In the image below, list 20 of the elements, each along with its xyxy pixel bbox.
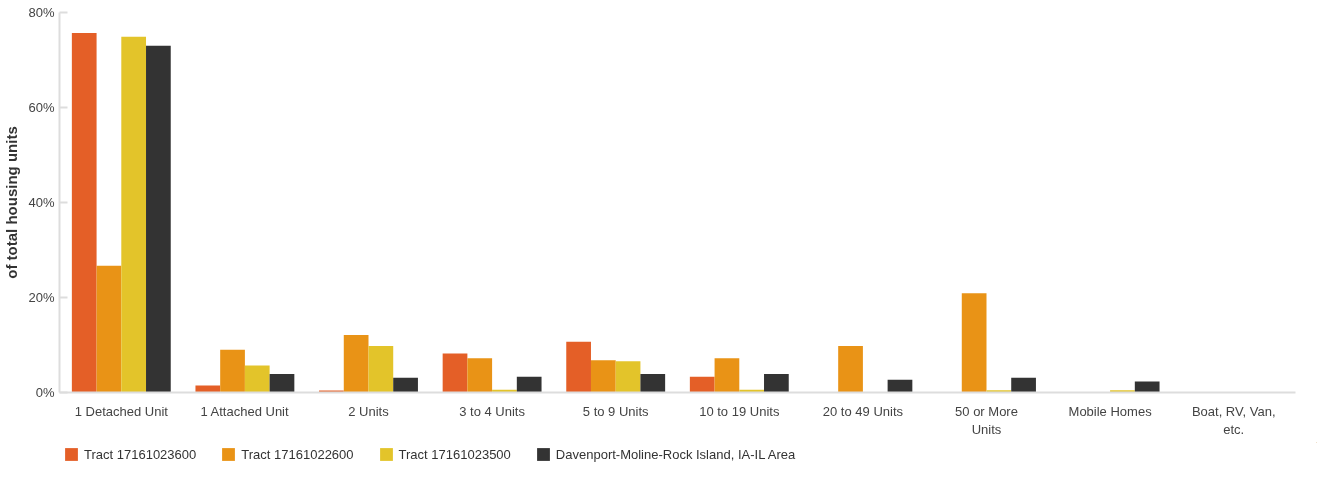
y-tick-label: 0% — [35, 385, 55, 400]
x-tick-label: 1 Detached Unit — [74, 403, 169, 419]
y-axis-title: of total housing units — [3, 126, 21, 279]
x-tick-label: 10 to 19 Units — [699, 403, 780, 419]
legend-label: Tract 17161023500 — [398, 446, 511, 462]
x-tick-label: Boat, RV, Van, etc. — [1191, 403, 1276, 437]
legend-label: Tract 17161022600 — [241, 446, 354, 462]
x-tick-label: 50 or More Units — [955, 403, 1018, 437]
y-tick-label: 20% — [28, 290, 55, 305]
legend-label: Davenport-Moline-Rock Island, IA-IL Area — [555, 446, 796, 462]
x-tick-label: 3 to 4 Units — [459, 403, 526, 419]
y-tick-label: 40% — [28, 195, 55, 210]
x-tick-label: 20 to 49 Units — [822, 403, 904, 419]
legend-label: Tract 17161023600 — [84, 446, 197, 462]
y-tick-label: 80% — [28, 5, 55, 20]
x-tick-label: Mobile Homes — [1068, 403, 1153, 419]
y-tick-label: 60% — [28, 100, 55, 115]
x-tick-label: 5 to 9 Units — [582, 403, 650, 419]
x-tick-label: 1 Attached Unit — [200, 403, 290, 419]
x-tick-label: 2 Units — [348, 403, 390, 419]
